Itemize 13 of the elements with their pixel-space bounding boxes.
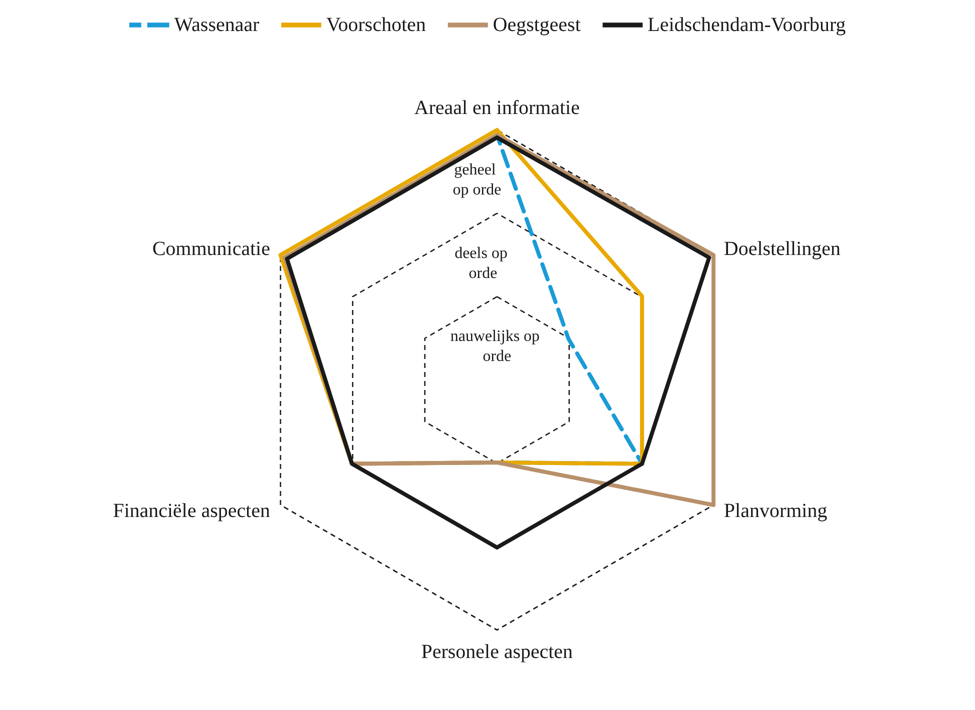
legend-label: Leidschendam-Voorburg xyxy=(648,14,846,36)
legend-label: Wassenaar xyxy=(174,14,260,36)
spoke-label: Areaal en informatie xyxy=(414,97,580,119)
spoke-label: Personele aspecten xyxy=(421,641,573,663)
legend-label: Voorschoten xyxy=(326,14,426,36)
text: deels op orde xyxy=(454,244,512,282)
spoke-label: Doelstellingen xyxy=(724,238,841,260)
text: nauwelijks op orde xyxy=(450,328,544,366)
legend-label: Oegstgeest xyxy=(492,14,582,36)
spoke-label: Planvorming xyxy=(724,500,828,522)
spoke-label: Financiële aspecten xyxy=(112,500,270,522)
text: geheel op orde xyxy=(452,162,502,198)
spoke-label: Communicatie xyxy=(152,238,270,260)
